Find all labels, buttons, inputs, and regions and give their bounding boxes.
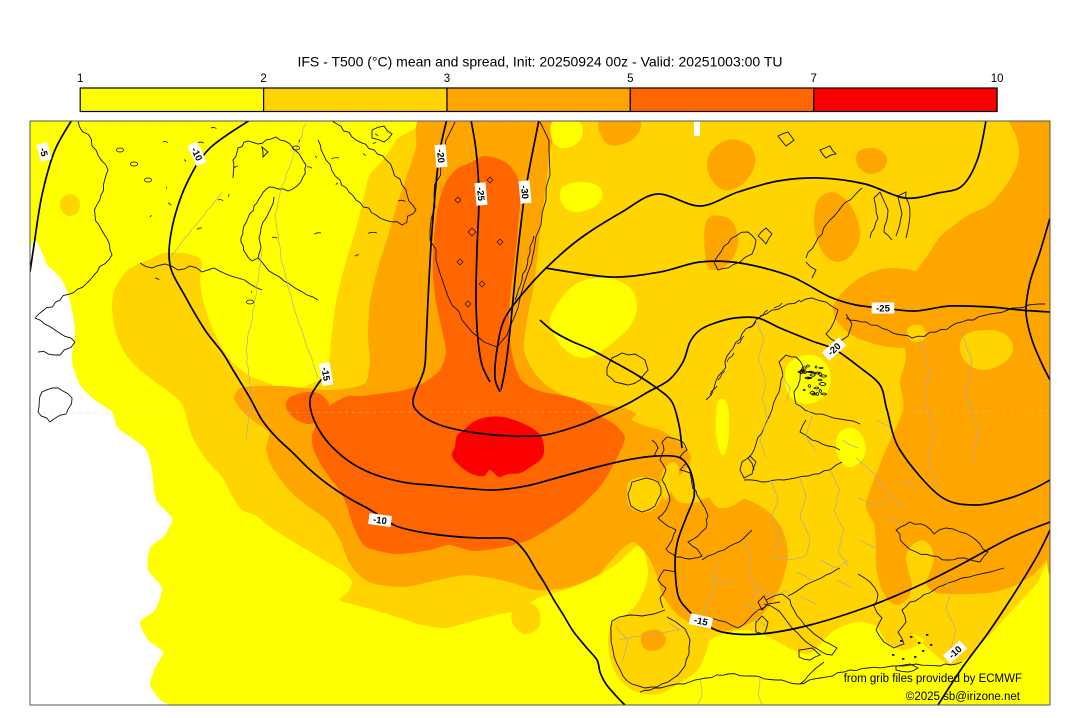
svg-text:-15: -15 <box>693 615 709 629</box>
svg-text:-5: -5 <box>37 147 50 159</box>
svg-text:-20: -20 <box>434 149 446 164</box>
svg-text:©2025 sb@irizone.net: ©2025 sb@irizone.net <box>906 691 1021 703</box>
svg-text:-25: -25 <box>876 303 890 314</box>
svg-text:10: 10 <box>991 73 1004 85</box>
svg-text:3: 3 <box>444 73 450 85</box>
svg-text:-25: -25 <box>474 187 486 202</box>
svg-text:1: 1 <box>77 73 83 85</box>
svg-text:-15: -15 <box>319 366 332 382</box>
svg-text:from grib files provided by EC: from grib files provided by ECMWF <box>844 673 1022 685</box>
svg-text:-30: -30 <box>518 185 530 200</box>
svg-text:-10: -10 <box>372 514 387 527</box>
svg-text:5: 5 <box>627 73 633 85</box>
svg-text:-10: -10 <box>188 146 204 163</box>
svg-text:2: 2 <box>260 73 266 85</box>
svg-text:7: 7 <box>810 73 816 85</box>
svg-text:IFS - T500 (°C) mean and sprea: IFS - T500 (°C) mean and spread, Init: 2… <box>297 54 782 70</box>
